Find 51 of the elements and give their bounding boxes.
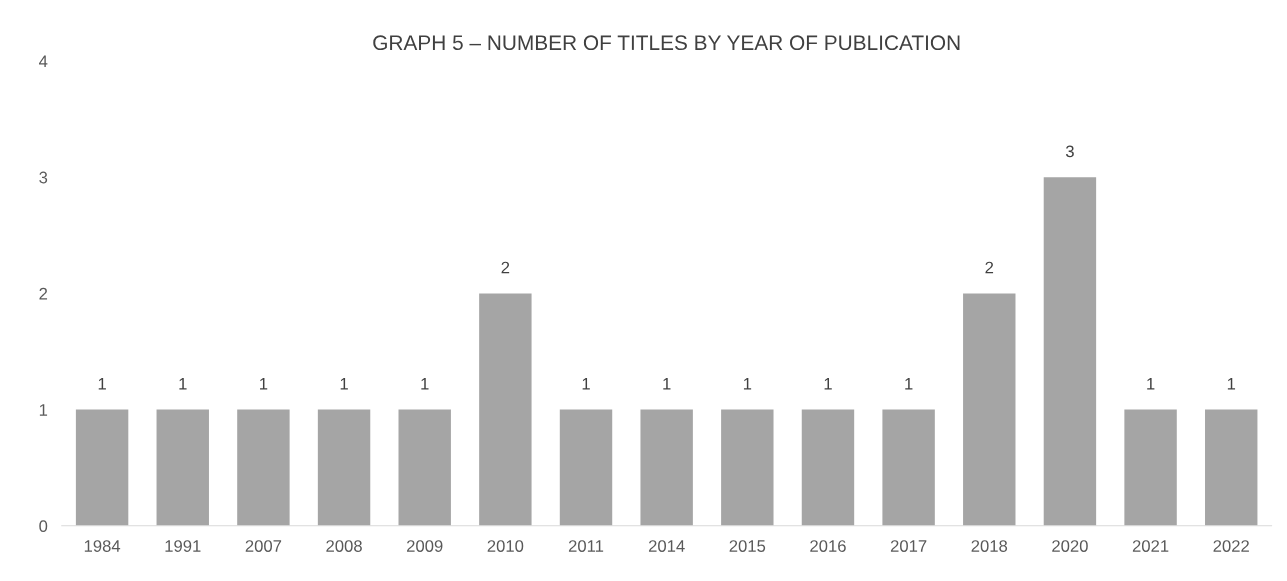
bar [479, 293, 532, 526]
x-tick-label: 2010 [487, 540, 524, 552]
bar [1043, 177, 1097, 526]
data-label: 1 [179, 378, 187, 390]
x-tick-label: 2018 [971, 540, 1008, 552]
data-label: 3 [1065, 145, 1074, 158]
data-label: 1 [743, 378, 752, 390]
data-label: 2 [501, 261, 510, 274]
x-tick-label: 2016 [810, 540, 846, 552]
data-label: 1 [582, 378, 590, 390]
data-label: 1 [663, 378, 671, 390]
bar [963, 293, 1016, 526]
bar [1124, 409, 1177, 526]
bar [156, 409, 209, 526]
data-label: 1 [905, 378, 913, 390]
bar [75, 409, 129, 526]
bar [882, 409, 935, 526]
bar [1205, 409, 1258, 526]
chart-title: GRAPH 5 – NUMBER OF TITLES BY YEAR OF PUBLICATION [373, 35, 960, 51]
y-tick-label: 4 [39, 55, 48, 68]
x-tick-label: 2008 [326, 540, 362, 552]
data-label: 1 [824, 378, 832, 390]
data-label: 1 [260, 378, 268, 390]
bar [398, 409, 451, 526]
x-tick-label: 2014 [648, 540, 685, 552]
x-tick-label: 2009 [407, 540, 443, 552]
bar [721, 409, 774, 526]
x-tick-label: 2015 [729, 540, 766, 552]
data-label: 2 [985, 261, 994, 274]
bar [237, 409, 290, 526]
bar [317, 409, 371, 526]
x-tick-label: 1991 [165, 540, 201, 552]
x-tick-label: 2020 [1052, 540, 1088, 552]
bar [559, 409, 613, 526]
x-tick-label: 1984 [84, 540, 121, 552]
x-tick-label: 2017 [890, 540, 927, 552]
x-tick-label: 2011 [568, 540, 604, 552]
data-label: 1 [1227, 378, 1236, 390]
x-tick-label: 2022 [1213, 540, 1249, 552]
x-tick-label: 2007 [245, 540, 282, 552]
data-label: 1 [340, 378, 348, 390]
y-tick-label: 0 [39, 520, 48, 533]
data-label: 1 [98, 378, 106, 390]
data-label: 1 [1147, 378, 1155, 390]
bar [640, 409, 693, 526]
y-tick-label: 2 [39, 287, 48, 300]
bar [801, 409, 855, 526]
y-tick-label: 3 [39, 171, 48, 184]
x-tick-label: 2021 [1132, 540, 1169, 552]
y-tick-label: 1 [39, 404, 48, 416]
data-label: 1 [421, 378, 429, 390]
